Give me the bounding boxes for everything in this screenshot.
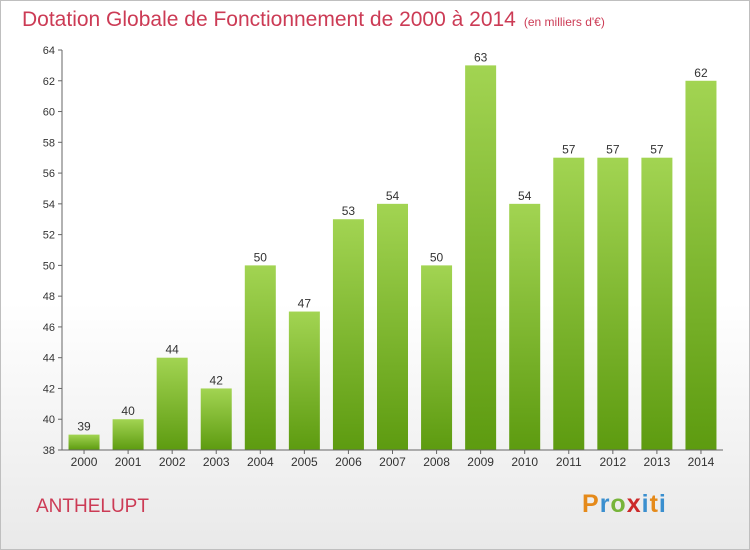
data-label-2012: 57	[606, 143, 620, 157]
y-tick-label: 58	[43, 137, 55, 149]
data-label-2003: 42	[210, 373, 224, 387]
chart-title: Dotation Globale de Fonctionnement de 20…	[22, 8, 605, 32]
proxiti-logo: Proxiti	[582, 490, 667, 518]
data-label-2005: 47	[298, 297, 312, 311]
x-tick-label-2004: 2004	[247, 455, 274, 469]
data-label-2014: 62	[694, 66, 708, 80]
bar-2006	[332, 219, 364, 450]
bar-2005	[288, 311, 320, 450]
data-label-2004: 50	[254, 250, 268, 264]
data-label-2008: 50	[430, 250, 444, 264]
y-tick-label: 64	[43, 45, 55, 57]
commune-name: ANTHELUPT	[36, 496, 149, 517]
bar-2012	[597, 157, 629, 450]
bar-2007	[377, 203, 408, 450]
bar-2003	[200, 388, 232, 450]
data-label-2009: 63	[474, 50, 488, 64]
x-tick-label-2009: 2009	[467, 455, 494, 469]
bar-2001	[112, 419, 144, 450]
y-axis: 38 40 42 44 46 48 50 52 54 56 58 60 62 64	[43, 45, 63, 457]
y-tick-label: 42	[43, 383, 55, 395]
x-tick-label-2005: 2005	[291, 455, 318, 469]
bar-2011	[553, 157, 585, 450]
bars-group: 39 40 44 42 50 47 53 54 50 63 54 57 57 57 62	[68, 50, 717, 451]
data-label-2010: 54	[518, 189, 532, 203]
y-tick-label: 52	[43, 230, 55, 242]
y-tick-label: 38	[43, 445, 55, 457]
unit-note: (en milliers d'€)	[523, 15, 605, 29]
x-axis: 2000 2001 2002 2003 2004 2005 2006 2007 2008 2009…	[62, 449, 723, 469]
x-tick-label-2013: 2013	[644, 455, 671, 469]
data-label-2011: 57	[562, 143, 576, 157]
x-tick-label-2006: 2006	[335, 455, 362, 469]
data-label-2002: 44	[165, 343, 179, 357]
x-tick-label-2012: 2012	[599, 455, 626, 469]
bar-2008	[421, 265, 453, 450]
y-tick-label: 48	[43, 291, 55, 303]
x-tick-label-2007: 2007	[379, 455, 406, 469]
x-tick-label-2002: 2002	[159, 455, 186, 469]
x-tick-label-2010: 2010	[511, 455, 538, 469]
bar-2002	[156, 357, 188, 450]
data-label-2007: 54	[386, 189, 400, 203]
data-label-2000: 39	[77, 420, 91, 434]
x-tick-label-2014: 2014	[688, 455, 715, 469]
y-tick-label: 44	[43, 353, 55, 365]
bar-2014	[685, 80, 717, 451]
x-tick-label-2003: 2003	[203, 455, 230, 469]
data-label-2001: 40	[121, 404, 135, 418]
y-tick-label: 60	[43, 107, 55, 119]
x-tick-label-2011: 2011	[556, 455, 582, 469]
x-tick-label-2000: 2000	[71, 455, 98, 469]
data-label-2013: 57	[650, 143, 664, 157]
bar-2000	[68, 434, 100, 450]
y-tick-label: 62	[43, 76, 55, 88]
y-tick-label: 56	[43, 168, 55, 180]
y-tick-label: 40	[43, 414, 55, 426]
bar-2009	[465, 65, 497, 450]
x-tick-label-2001: 2001	[115, 455, 142, 469]
y-tick-label: 50	[43, 260, 55, 272]
bar-2010	[509, 203, 541, 450]
bar-2004	[244, 265, 276, 450]
y-tick-label: 46	[43, 322, 55, 334]
bar-2013	[641, 157, 673, 450]
y-tick-label: 54	[43, 199, 55, 211]
data-label-2006: 53	[342, 204, 356, 218]
x-tick-label-2008: 2008	[423, 455, 450, 469]
title-text: Dotation Globale de Fonctionnement de 20…	[22, 8, 516, 31]
